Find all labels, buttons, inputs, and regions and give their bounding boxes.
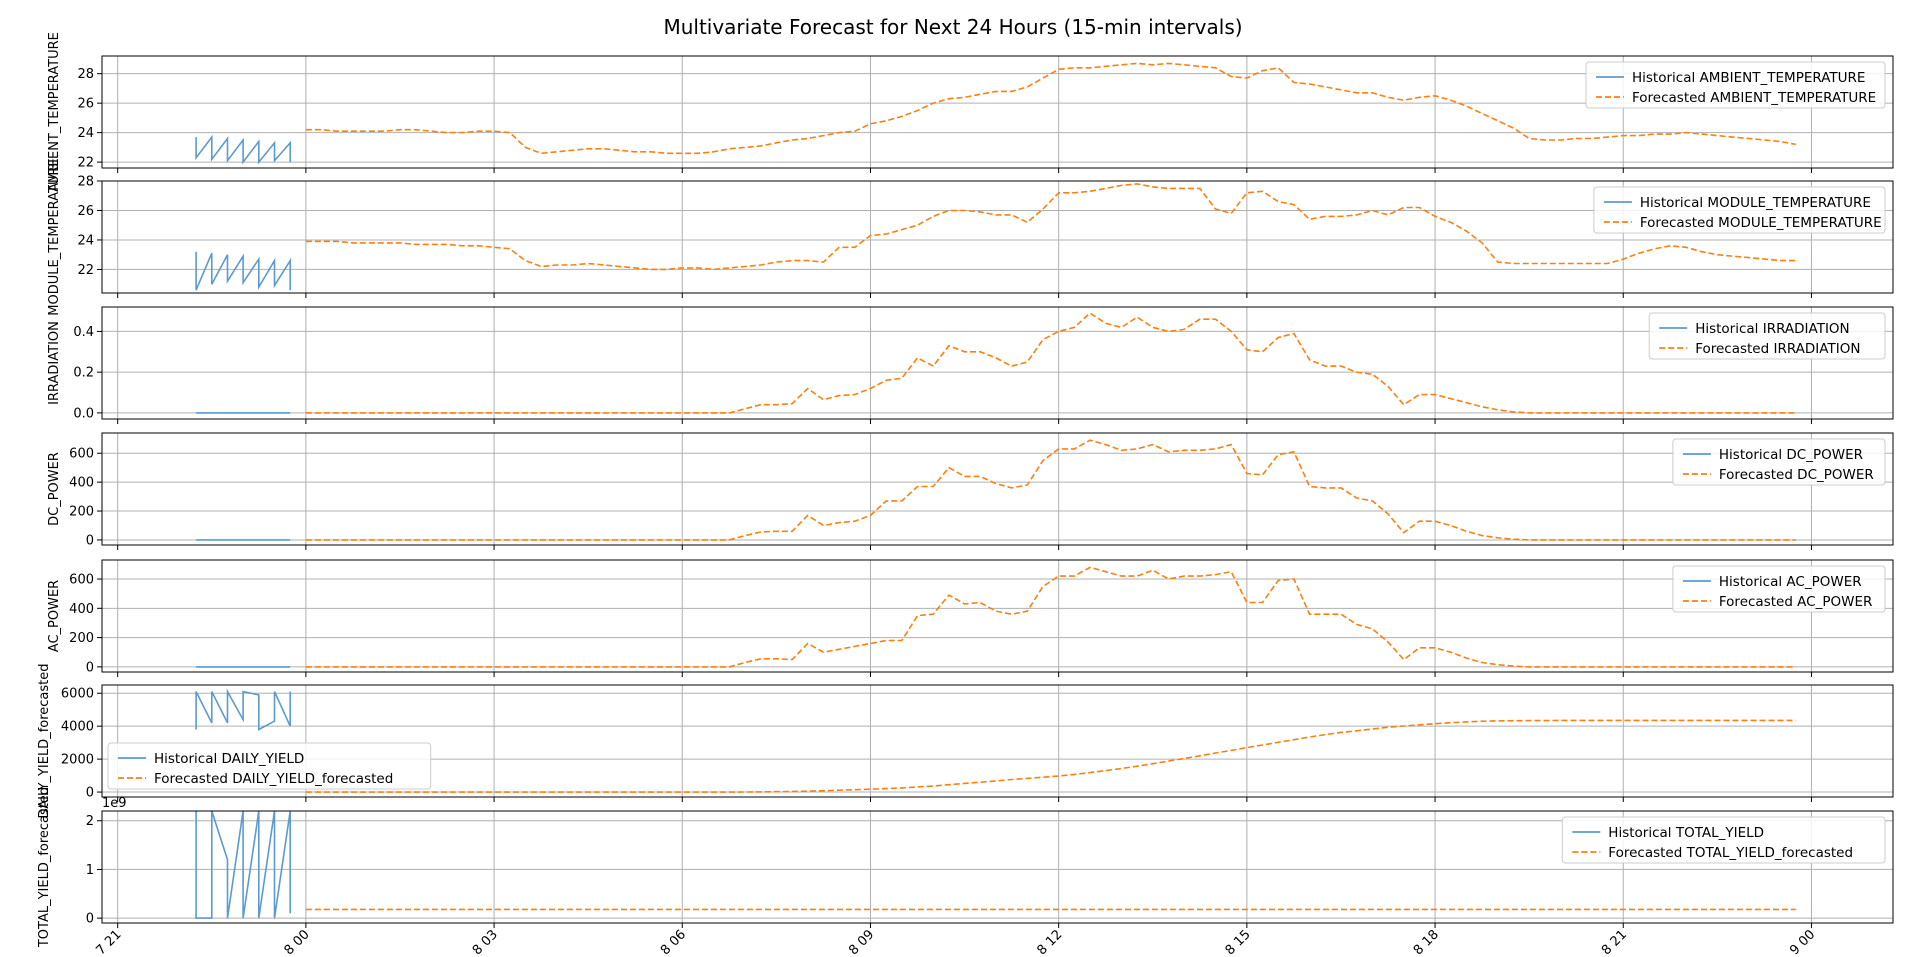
y-axis-label: AMBIENT_TEMPERATURE — [47, 32, 62, 192]
legend-forecast-label: Forecasted IRRADIATION — [1695, 341, 1860, 357]
y-tick-label: 26 — [77, 97, 94, 112]
y-tick-label: 0 — [86, 660, 94, 675]
y-tick-label: 200 — [69, 631, 94, 646]
legend: Historical DAILY_YIELD Forecasted DAILY_Y… — [107, 742, 432, 790]
chart-title: Multivariate Forecast for Next 24 Hours … — [663, 15, 1242, 39]
y-tick-label: 0 — [86, 912, 94, 927]
y-tick-label: 0 — [86, 533, 94, 548]
y-tick-label: 6000 — [61, 687, 94, 702]
legend-historical-label: Historical AMBIENT_TEMPERATURE — [1632, 70, 1865, 86]
legend-historical-label: Historical TOTAL_YIELD — [1608, 825, 1764, 841]
legend-historical-label: Historical DAILY_YIELD — [154, 751, 304, 767]
y-tick-label: 0.2 — [73, 366, 94, 381]
legend-forecast-label: Forecasted TOTAL_YIELD_forecasted — [1608, 845, 1853, 861]
legend-box — [1585, 61, 1886, 109]
y-tick-label: 0.0 — [73, 406, 94, 421]
subplot-6: 0 2000 4000 6000 DAILY_YIELD_forecasted Histo… — [37, 663, 1894, 819]
y-tick-label: 2 — [86, 814, 94, 829]
y-tick-label: 28 — [77, 67, 94, 82]
legend-historical-label: Historical IRRADIATION — [1695, 321, 1849, 337]
forecast-series-line — [305, 183, 1796, 271]
legend: Historical AC_POWER Forecasted AC_POWER — [1672, 565, 1886, 613]
legend-historical-label: Historical AC_POWER — [1719, 574, 1862, 590]
subplot-7: 0 1 2 TOTAL_YIELD_forecasted 1e9 Historical T… — [37, 787, 1894, 948]
y-tick-label: 600 — [69, 447, 94, 462]
y-tick-label: 24 — [77, 233, 94, 248]
legend: Historical TOTAL_YIELD Forecasted TOTAL_Y… — [1561, 816, 1886, 864]
historical-series-line — [195, 134, 292, 165]
axes-frame — [101, 559, 1894, 673]
legend-forecast-label: Forecasted DAILY_YIELD_forecasted — [154, 771, 393, 787]
y-tick-label: 0 — [86, 786, 94, 801]
legend-box — [1672, 438, 1886, 486]
legend-box — [1561, 816, 1886, 864]
legend: Historical IRRADIATION Forecasted IRRADIA… — [1648, 312, 1886, 360]
forecast-series-line — [305, 719, 1796, 793]
subplot-3: 0.0 0.2 0.4 IRRADIATION Historical IRRADIATI… — [47, 306, 1894, 424]
subplot-4: 0 200 400 600 DC_POWER Historical DC_POWER For… — [47, 432, 1894, 550]
y-tick-label: 4000 — [61, 720, 94, 735]
legend: Historical AMBIENT_TEMPERATURE Forecasted… — [1585, 61, 1886, 109]
forecast-series-line — [305, 312, 1796, 414]
legend-box — [1648, 312, 1886, 360]
y-tick-label: 22 — [77, 156, 94, 171]
forecast-series-line — [305, 439, 1796, 541]
y-axis-label: DC_POWER — [47, 452, 62, 526]
legend: Historical MODULE_TEMPERATURE Forecasted … — [1593, 186, 1886, 234]
legend-box — [107, 742, 432, 790]
legend-historical-label: Historical DC_POWER — [1719, 447, 1863, 463]
legend-forecast-label: Forecasted DC_POWER — [1719, 467, 1874, 483]
axes-frame — [101, 180, 1894, 294]
y-tick-label: 24 — [77, 126, 94, 141]
y-axis-label: IRRADIATION — [47, 321, 62, 405]
historical-series-line — [195, 810, 292, 919]
y-tick-label: 600 — [69, 573, 94, 588]
legend: Historical DC_POWER Forecasted DC_POWER — [1672, 438, 1886, 486]
y-tick-label: 1 — [86, 863, 94, 878]
legend-forecast-label: Forecasted AC_POWER — [1719, 594, 1873, 610]
y-tick-label: 28 — [77, 175, 94, 190]
forecast-series-line — [305, 62, 1796, 155]
legend-forecast-label: Forecasted MODULE_TEMPERATURE — [1640, 215, 1882, 231]
axes-frame — [101, 55, 1894, 169]
legend-box — [1672, 565, 1886, 613]
axis-offset-label: 1e9 — [102, 796, 127, 811]
subplot-5: 0 200 400 600 AC_POWER Historical AC_POWER For… — [47, 559, 1894, 677]
legend-box — [1593, 186, 1886, 234]
axes-frame — [101, 306, 1894, 420]
subplot-1: 22 24 26 28 AMBIENT_TEMPERATURE Historical AM… — [47, 32, 1894, 192]
y-axis-label: MODULE_TEMPERATURE — [47, 158, 62, 315]
historical-series-line — [195, 688, 292, 731]
axes-frame — [101, 432, 1894, 546]
y-tick-label: 400 — [69, 476, 94, 491]
y-tick-label: 2000 — [61, 753, 94, 768]
y-axis-label: AC_POWER — [47, 580, 62, 652]
subplot-2: 22 24 26 28 MODULE_TEMPERATURE Historical MOD… — [47, 158, 1894, 316]
legend-forecast-label: Forecasted AMBIENT_TEMPERATURE — [1632, 90, 1876, 106]
y-axis-label: TOTAL_YIELD_forecasted — [37, 787, 52, 948]
y-tick-label: 22 — [77, 263, 94, 278]
forecast-series-line — [305, 566, 1796, 668]
subplot-stack: 22 24 26 28 AMBIENT_TEMPERATURE Historical AM… — [37, 32, 1894, 957]
legend-historical-label: Historical MODULE_TEMPERATURE — [1640, 195, 1871, 211]
y-axis-label: DAILY_YIELD_forecasted — [37, 663, 52, 818]
y-tick-label: 200 — [69, 505, 94, 520]
axes-frame — [101, 810, 1894, 924]
historical-series-line — [195, 251, 292, 291]
y-tick-label: 26 — [77, 204, 94, 219]
axes-frame — [101, 684, 1894, 798]
y-tick-label: 400 — [69, 602, 94, 617]
y-tick-label: 0.4 — [73, 325, 94, 340]
